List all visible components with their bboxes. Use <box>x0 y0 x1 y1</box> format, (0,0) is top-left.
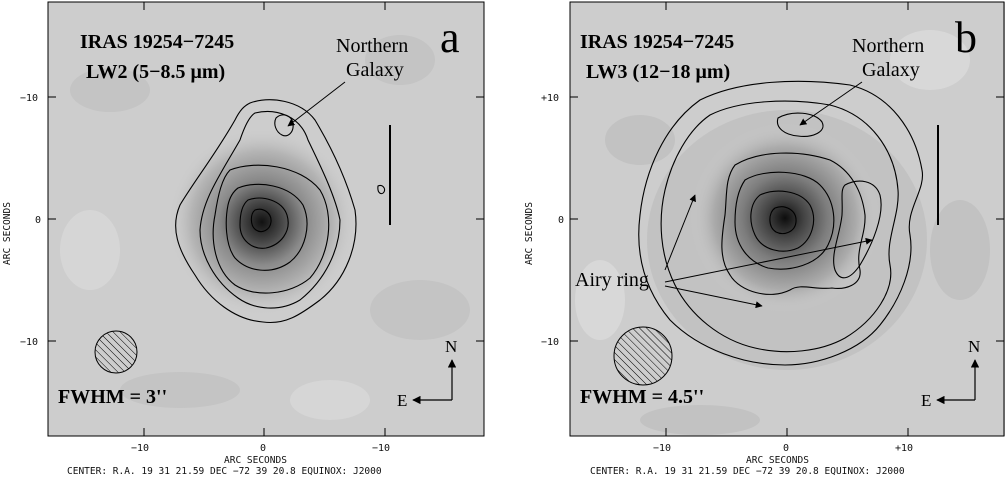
panel-a-compass-e: E <box>397 391 407 410</box>
panel-b-compass: N E <box>921 337 980 410</box>
panel-a-annotation: Northern Galaxy <box>336 35 413 81</box>
panel-b-ytick-top: +10 <box>541 93 559 104</box>
panel-b-beam-circle <box>613 326 673 386</box>
panel-b-letter: b <box>955 13 977 62</box>
panel-a-annotation-arrow <box>287 81 346 127</box>
panel-a-beam-circle <box>94 330 138 374</box>
panel-b-xtick-mid: 0 <box>783 443 789 454</box>
panel-a-ticks <box>48 2 484 436</box>
panel-a-fwhm: FWHM = 3'' <box>58 386 167 408</box>
panel-b-annotation-line1: Northern <box>852 35 924 57</box>
panel-b-xlabel: ARC SECONDS <box>746 455 809 466</box>
panel-b-title-line2: LW3 (12−18 μm) <box>586 61 730 83</box>
panel-a-ytick-bot: −10 <box>20 337 38 348</box>
panel-a-xlabel: ARC SECONDS <box>224 455 287 466</box>
panel-a-ytick-top: −10 <box>20 93 38 104</box>
panel-a-letter: a <box>440 13 460 62</box>
panel-a-contours <box>175 99 386 324</box>
panel-a-ytick-mid: 0 <box>35 215 41 226</box>
panel-a: IRAS 19254−7245 LW2 (5−8.5 μm) a Norther… <box>2 1 485 477</box>
panel-b-ylabel: ARC SECONDS <box>524 202 535 265</box>
panel-b-xtick-left: −10 <box>653 443 671 454</box>
panel-b-annotation-line2: Galaxy <box>862 59 920 81</box>
panel-a-annotation-line2: Galaxy <box>346 59 404 81</box>
panel-a-annotation-line1: Northern <box>336 35 408 57</box>
panel-a-compass-n: N <box>445 337 457 356</box>
panel-a-title-line2: LW2 (5−8.5 μm) <box>86 61 225 83</box>
panel-b-ticks <box>570 2 1004 436</box>
panel-b-compass-n: N <box>968 337 980 356</box>
panel-b-footer: CENTER: R.A. 19 31 21.59 DEC −72 39 20.8… <box>590 466 905 477</box>
panel-b-airy-arrows <box>664 194 873 309</box>
panel-b-compass-e: E <box>921 391 931 410</box>
panel-b-annotation-arrow <box>799 81 863 126</box>
panel-a-galaxy-core <box>167 127 357 317</box>
panel-b-galaxy-core <box>690 123 880 313</box>
panel-b-ytick-mid: 0 <box>558 215 564 226</box>
panel-a-compass: N E <box>397 337 457 410</box>
panel-b-xtick-right: +10 <box>895 443 913 454</box>
panel-b-contours <box>638 80 924 366</box>
panel-b: IRAS 19254−7245 LW3 (12−18 μm) b Norther… <box>524 1 1005 477</box>
panel-a-footer: CENTER: R.A. 19 31 21.59 DEC −72 39 20.8… <box>67 466 382 477</box>
panel-a-xtick-mid: 0 <box>260 443 266 454</box>
panel-b-title-line1: IRAS 19254−7245 <box>580 31 734 53</box>
panel-b-annotation: Northern Galaxy <box>852 35 929 81</box>
panel-a-xtick-left: −10 <box>131 443 149 454</box>
panel-b-airy-label: Airy ring <box>575 269 649 291</box>
panel-a-ylabel: ARC SECONDS <box>2 202 13 265</box>
panel-a-title-line1: IRAS 19254−7245 <box>80 31 234 53</box>
panel-b-ytick-bot: −10 <box>541 337 559 348</box>
panel-b-fwhm: FWHM = 4.5'' <box>580 386 704 408</box>
panel-a-noise <box>70 35 470 408</box>
panel-a-xtick-right: −10 <box>372 443 390 454</box>
